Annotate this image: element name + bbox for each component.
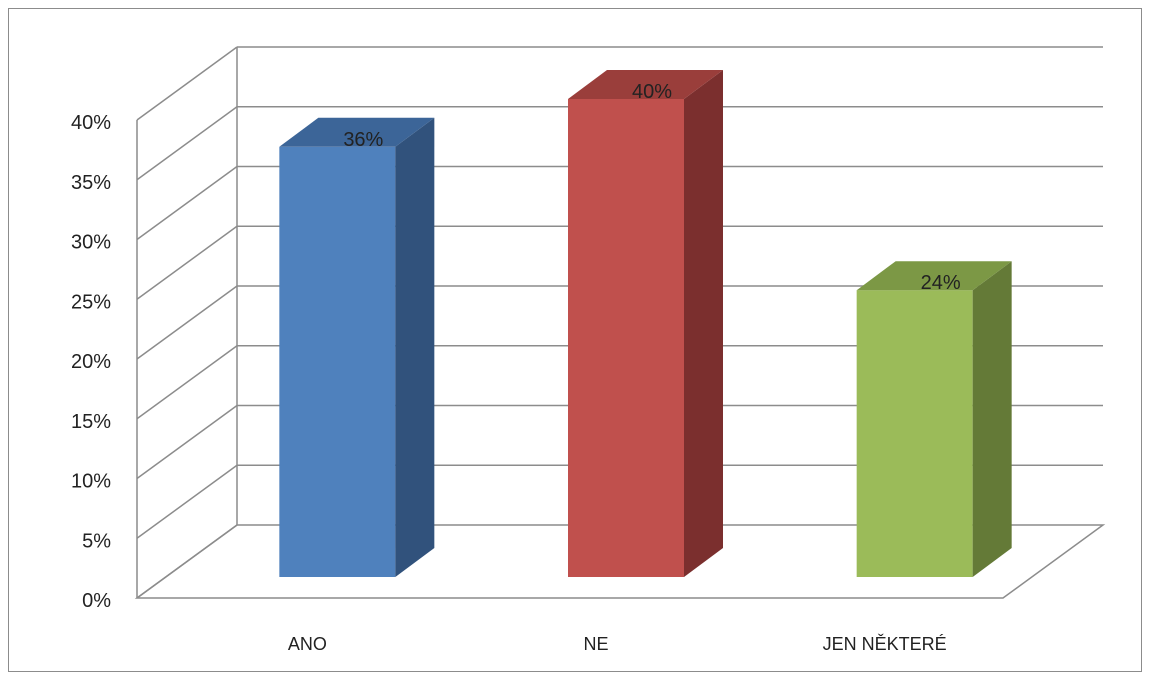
y-tick-label: 40% bbox=[71, 112, 111, 134]
x-axis: ANO NE JEN NĚKTERÉ bbox=[288, 634, 947, 654]
data-label: 40% bbox=[632, 81, 672, 103]
y-tick-label: 0% bbox=[82, 590, 111, 612]
y-tick-label: 20% bbox=[71, 351, 111, 373]
gridline-diagonal bbox=[136, 404, 238, 480]
bar-ano bbox=[279, 146, 396, 578]
y-tick-label: 30% bbox=[71, 232, 111, 254]
gridline-diagonal bbox=[136, 285, 238, 360]
y-tick-label: 5% bbox=[82, 530, 111, 552]
y-tick-label: 15% bbox=[71, 411, 111, 433]
chart-floor bbox=[134, 524, 1106, 599]
x-tick-label: ANO bbox=[288, 634, 327, 654]
x-tick-label: JEN NĚKTERÉ bbox=[823, 634, 947, 654]
y-tick-label: 25% bbox=[71, 291, 111, 313]
data-label: 36% bbox=[343, 129, 383, 151]
bar-top bbox=[856, 261, 1012, 291]
bar-side bbox=[684, 70, 723, 577]
y-tick-label: 10% bbox=[71, 471, 111, 493]
bar-top bbox=[279, 117, 435, 147]
bar-ne bbox=[568, 99, 684, 577]
bar-jen-některé bbox=[856, 290, 973, 577]
bars bbox=[279, 70, 1012, 578]
y-axis: 0% 5% 10% 15% 20% 25% 30% 35% 40% bbox=[71, 112, 111, 612]
gridline-diagonal bbox=[136, 464, 238, 539]
gridline-diagonal bbox=[136, 106, 238, 181]
data-labels: 36% 40% 24% bbox=[343, 81, 961, 294]
gridline-diagonal bbox=[136, 165, 238, 241]
bar-top bbox=[568, 70, 723, 99]
gridline-diagonal bbox=[136, 225, 238, 300]
bar-side bbox=[395, 117, 435, 578]
x-tick-label: NE bbox=[583, 634, 608, 654]
data-label: 24% bbox=[921, 272, 961, 294]
y-tick-label: 35% bbox=[71, 172, 111, 194]
gridline-diagonal bbox=[136, 345, 238, 420]
bar-side bbox=[972, 261, 1012, 577]
gridline-diagonal bbox=[136, 46, 238, 121]
